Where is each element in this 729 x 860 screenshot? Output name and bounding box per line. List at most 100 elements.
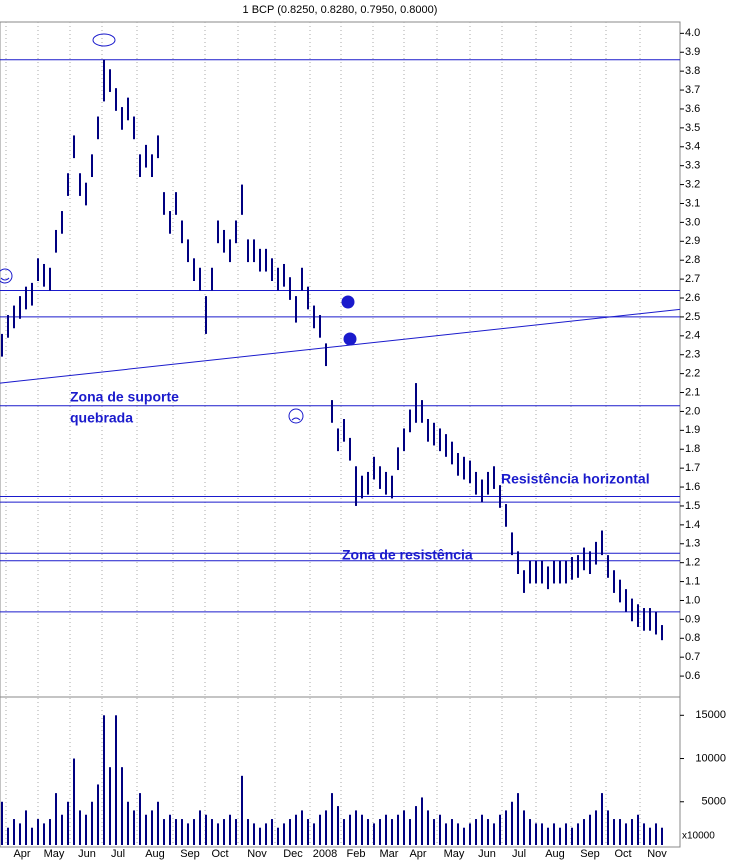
volume-bar	[229, 814, 231, 845]
volume-bar	[223, 819, 225, 845]
x-tick-label: Jun	[478, 848, 496, 860]
annotation: Zona de resistência	[342, 547, 473, 563]
volume-bar	[427, 810, 429, 845]
x-tick-label: Jul	[512, 848, 526, 860]
x-tick-label: Jun	[78, 848, 96, 860]
volume-bar	[643, 823, 645, 845]
volume-bar	[391, 819, 393, 845]
y-tick-label: 2.9	[685, 235, 700, 247]
volume-bar	[517, 793, 519, 845]
volume-bar	[595, 810, 597, 845]
volume-bar	[79, 810, 81, 845]
y-tick-label: 1.5	[685, 500, 700, 512]
volume-bar	[25, 810, 27, 845]
x-tick-label: Apr	[409, 848, 426, 860]
volume-bar	[19, 823, 21, 845]
volume-bar	[145, 814, 147, 845]
volume-bar	[361, 814, 363, 845]
volume-bar	[571, 827, 573, 845]
volume-bar	[181, 819, 183, 845]
volume-bar	[529, 819, 531, 845]
y-tick-label: 1.8	[685, 443, 700, 455]
volume-tick-label: 15000	[695, 709, 726, 721]
y-tick-label: 3.3	[685, 160, 700, 172]
volume-bar	[37, 819, 39, 845]
volume-bar	[619, 819, 621, 845]
volume-bar	[631, 819, 633, 845]
volume-bar	[259, 827, 261, 845]
volume-bar	[439, 814, 441, 845]
volume-bar	[481, 814, 483, 845]
volume-bar	[247, 819, 249, 845]
y-tick-label: 3.2	[685, 178, 700, 190]
volume-bar	[163, 819, 165, 845]
volume-bar	[121, 767, 123, 845]
volume-bar	[331, 793, 333, 845]
bomb-icon	[341, 295, 355, 309]
x-tick-label: Apr	[13, 848, 30, 860]
smiley-icon	[0, 268, 13, 284]
volume-bar	[235, 819, 237, 845]
y-tick-label: 3.8	[685, 65, 700, 77]
x-tick-label: Aug	[145, 848, 165, 860]
volume-bar	[91, 801, 93, 845]
y-tick-label: 1.0	[685, 594, 700, 606]
volume-bar	[31, 827, 33, 845]
y-tick-label: 3.9	[685, 46, 700, 58]
volume-bar	[85, 814, 87, 845]
volume-bar	[493, 823, 495, 845]
volume-bar	[355, 810, 357, 845]
y-tick-label: 1.4	[685, 519, 700, 531]
y-tick-label: 2.8	[685, 254, 700, 266]
bomb-icon	[343, 332, 357, 346]
volume-bar	[637, 814, 639, 845]
smile	[0, 277, 10, 281]
y-tick-label: 2.2	[685, 368, 700, 380]
volume-panel	[0, 696, 681, 848]
volume-bar	[367, 819, 369, 845]
y-tick-label: 1.7	[685, 462, 700, 474]
volume-bar	[253, 823, 255, 845]
volume-bar	[271, 819, 273, 845]
volume-bar	[265, 823, 267, 845]
marks	[0, 59, 681, 845]
y-tick-label: 1.6	[685, 481, 700, 493]
volume-bar	[313, 823, 315, 845]
x-tick-label: Nov	[247, 848, 267, 860]
annotation: quebrada	[70, 410, 133, 426]
volume-bar	[127, 801, 129, 845]
volume-bar	[7, 827, 9, 845]
y-tick-label: 2.6	[685, 292, 700, 304]
y-tick-label: 1.2	[685, 557, 700, 569]
volume-bar	[445, 823, 447, 845]
volume-bar	[553, 823, 555, 845]
volume-bar	[577, 823, 579, 845]
volume-bar	[397, 814, 399, 845]
volume-bar	[583, 819, 585, 845]
volume-bar	[1, 801, 3, 845]
volume-bar	[241, 775, 243, 845]
price-panel	[0, 21, 681, 698]
volume-bar	[487, 819, 489, 845]
y-tick-label: 2.7	[685, 273, 700, 285]
x-tick-label: 2008	[313, 848, 337, 860]
volume-bar	[613, 819, 615, 845]
volume-bar	[109, 767, 111, 845]
volume-bar	[373, 823, 375, 845]
annotation: Zona de suporte	[70, 389, 179, 405]
y-tick-label: 3.1	[685, 197, 700, 209]
y-tick-label: 1.9	[685, 424, 700, 436]
volume-bar	[433, 819, 435, 845]
y-tick-label: 0.7	[685, 651, 700, 663]
volume-bar	[217, 823, 219, 845]
x-tick-label: Sep	[180, 848, 200, 860]
volume-bar	[67, 801, 69, 845]
y-tick-label: 3.7	[685, 84, 700, 96]
volume-unit: x10000	[682, 831, 715, 842]
volume-bar	[475, 819, 477, 845]
volume-bar	[415, 806, 417, 845]
volume-bar	[511, 801, 513, 845]
y-tick-label: 3.0	[685, 216, 700, 228]
y-tick-label: 0.6	[685, 670, 700, 682]
volume-bar	[469, 823, 471, 845]
